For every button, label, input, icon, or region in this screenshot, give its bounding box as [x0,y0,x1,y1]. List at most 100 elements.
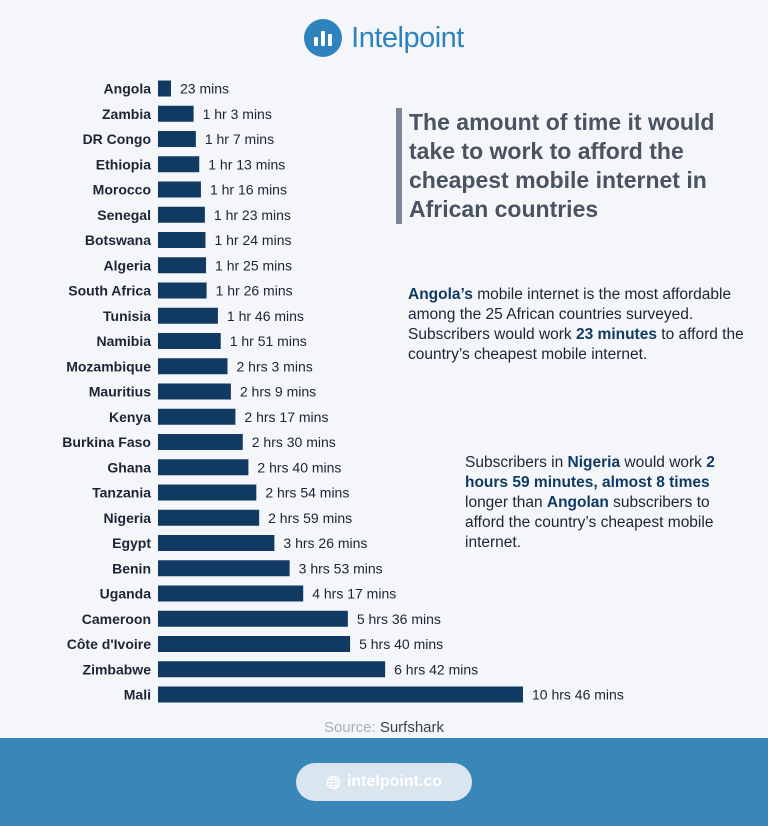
website-link[interactable]: intelpoint.co [296,763,472,801]
value-label: 3 hrs 53 mins [299,560,383,576]
value-label: 2 hrs 9 mins [240,384,316,400]
category-label: Angola [104,81,152,97]
bar [158,181,201,198]
value-label: 1 hr 46 mins [227,308,304,324]
bar [158,206,205,223]
value-label: 1 hr 23 mins [214,207,291,223]
value-label: 2 hrs 40 mins [257,459,341,475]
note2-text-1: Subscribers in [465,454,568,471]
category-label: Cameroon [82,611,151,627]
category-label: Burkina Faso [62,434,151,450]
note2-text-3: longer than [465,494,547,511]
value-label: 2 hrs 59 mins [268,510,352,526]
annotation-nigeria: Subscribers in Nigeria would work 2 hour… [465,453,750,553]
category-label: Tunisia [103,308,151,324]
bar [158,156,200,173]
category-label: Botswana [85,232,151,248]
source-label: Source: [323,719,376,736]
footer-band: intelpoint.co [0,738,768,826]
category-label: Namibia [97,333,152,349]
value-label: 1 hr 13 mins [208,156,285,172]
note1-text-2: to afford the country’s cheapest mobile … [408,326,744,363]
bar [158,686,523,703]
bar [158,585,304,602]
website-url: intelpoint.co [346,773,443,790]
bar [158,383,231,400]
bar [158,358,228,375]
note1-minutes: 23 minutes [575,326,657,343]
bar [158,105,194,122]
bar [158,333,221,349]
bar [158,509,260,526]
value-label: 1 hr 51 mins [230,333,307,349]
value-label: 23 mins [180,81,229,97]
source-value: Surfshark [379,719,445,736]
value-label: 2 hrs 54 mins [265,485,349,501]
category-label: Mauritius [89,384,151,400]
value-label: 1 hr 16 mins [210,182,287,198]
category-label: Zimbabwe [83,661,152,677]
category-label: Tanzania [92,485,151,501]
category-label: Ethiopia [96,156,151,172]
bar [158,560,290,577]
value-label: 2 hrs 30 mins [252,434,336,450]
note1-country: Angola’s [408,286,473,303]
bar [158,232,206,248]
annotation-angola: Angola’s mobile internet is the most aff… [408,285,748,365]
value-label: 1 hr 26 mins [216,283,293,299]
bar-chart: Angola 23 mins Zambia 1 hr 3 mins DR Congo 1 … [62,80,624,703]
category-label: DR Congo [83,131,151,147]
value-label: 1 hr 25 mins [215,257,292,273]
category-label: Senegal [97,207,151,223]
category-label: Algeria [104,257,152,273]
category-label: Uganda [100,586,152,602]
value-label: 1 hr 24 mins [214,232,291,248]
value-label: 1 hr 3 mins [203,106,272,122]
category-label: Mali [124,687,151,703]
category-label: Mozambique [66,358,151,374]
value-label: 2 hrs 3 mins [236,358,312,374]
note1-text-1: mobile internet is the most affordable a… [408,286,732,343]
bar [158,459,249,476]
note2-text-2: would work [620,454,707,471]
value-label: 10 hrs 46 mins [532,687,624,703]
note2-country: Nigeria [567,454,621,471]
bar [158,610,348,627]
source-line: Source: Surfshark [0,719,768,736]
value-label: 1 hr 7 mins [205,131,274,147]
bar [158,661,386,678]
value-label: 6 hrs 42 mins [394,661,478,677]
category-label: Nigeria [104,510,152,526]
brand-header: Intelpoint [0,18,768,58]
category-label: Zambia [102,106,151,122]
bar [158,408,236,425]
category-label: Benin [112,560,151,576]
value-label: 4 hrs 17 mins [312,586,396,602]
note2-highlight: 2 hours 59 minutes, almost 8 times [465,454,715,491]
bar [158,434,243,450]
bar [158,307,218,324]
brand-name: Intelpoint [351,21,464,54]
bar [158,636,351,652]
category-label: Kenya [109,409,151,425]
category-label: South Africa [68,283,151,299]
value-label: 5 hrs 40 mins [359,636,443,652]
bar [158,484,257,501]
bar [158,131,196,147]
category-label: Egypt [112,535,151,551]
chart-title: The amount of time it would take to work… [409,109,715,222]
bar [158,257,207,274]
note2-country-2: Angolan [546,494,609,511]
bar [158,282,207,299]
bar [158,80,171,97]
title-block: The amount of time it would take to work… [396,108,759,224]
globe-icon [326,775,341,789]
value-label: 2 hrs 17 mins [244,409,328,425]
category-label: Morocco [93,182,151,198]
category-label: Ghana [107,459,151,475]
bar [158,535,275,551]
bar-chart-logo-icon [304,19,343,57]
value-label: 5 hrs 36 mins [357,611,441,627]
value-label: 3 hrs 26 mins [283,535,367,551]
note2-text-4: subscribers to afford the country’s chea… [465,494,714,551]
